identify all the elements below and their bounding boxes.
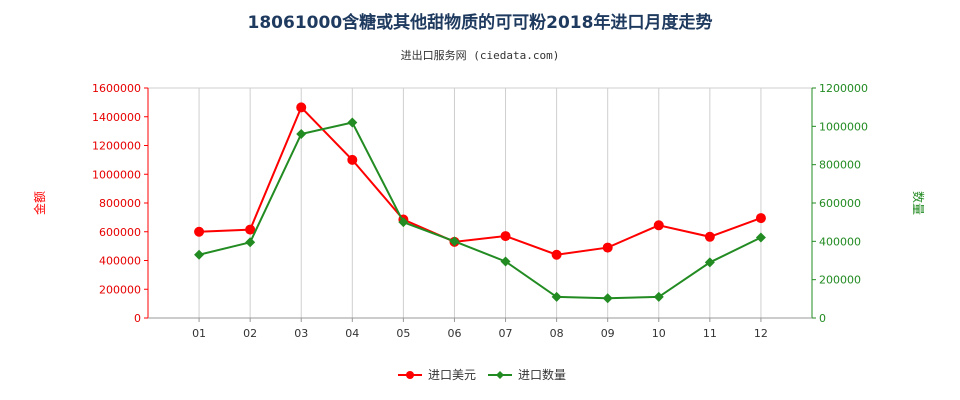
chart-subtitle: 进出口服务网 (ciedata.com) — [400, 49, 560, 62]
x-tick-label: 01 — [192, 327, 206, 340]
tick-labels: 0 200000 400000 600000 800000 1000000 1200000 1… — [92, 82, 868, 340]
x-tick-label: 06 — [447, 327, 461, 340]
data-point-qty — [449, 236, 460, 247]
y-tick-label-right: 400000 — [819, 235, 861, 248]
y-tick-label-right: 1000000 — [819, 120, 868, 133]
grid-lines — [147, 87, 813, 318]
y-tick-label-left: 1400000 — [92, 111, 141, 124]
y-tick-label-left: 1600000 — [92, 82, 141, 95]
data-point-usd — [347, 154, 358, 165]
legend-label: 进口美元 — [428, 368, 476, 382]
data-point-qty — [653, 291, 664, 302]
x-tick-label: 08 — [550, 327, 564, 340]
legend: 进口美元 进口数量 — [398, 367, 566, 382]
y-axis-label-left: 金额 — [32, 191, 47, 215]
x-tick-label: 03 — [294, 327, 308, 340]
data-point-usd — [653, 220, 664, 231]
data-point-usd — [755, 213, 766, 224]
data-point-qty — [347, 117, 358, 128]
x-tick-label: 11 — [703, 327, 717, 340]
data-point-usd — [194, 226, 205, 237]
y-tick-label-left: 0 — [134, 312, 141, 325]
data-point-qty — [296, 129, 307, 139]
y-tick-label-left: 1000000 — [92, 168, 141, 181]
data-point-usd — [602, 242, 613, 253]
y-tick-label-right: 1200000 — [819, 82, 868, 95]
y-tick-label-left: 800000 — [99, 197, 141, 210]
data-point-qty — [245, 237, 256, 248]
series-line-1 — [199, 105, 762, 256]
data-point-usd — [245, 224, 256, 235]
x-tick-label: 12 — [754, 327, 768, 340]
y-tick-label-left: 400000 — [99, 255, 141, 268]
y-tick-label-left: 600000 — [99, 226, 141, 239]
series-group — [194, 102, 766, 304]
y-tick-label-left: 200000 — [99, 283, 141, 296]
series-line-2 — [198, 121, 762, 300]
y-tick-label-right: 600000 — [819, 197, 861, 210]
data-point-qty — [500, 256, 511, 267]
data-point-qty — [704, 257, 715, 268]
legend-marker-usd — [406, 371, 414, 379]
x-tick-label: 04 — [345, 327, 359, 340]
data-point-qty — [602, 293, 613, 304]
x-tick-label: 07 — [499, 327, 513, 340]
data-point-qty — [755, 232, 766, 243]
data-point-usd — [500, 231, 511, 242]
data-point-qty — [398, 217, 409, 228]
data-point-usd — [296, 102, 307, 113]
x-tick-label: 10 — [652, 327, 666, 340]
y-axis-label-right: 数量 — [911, 191, 926, 215]
axes — [144, 87, 816, 322]
y-tick-label-left: 1200000 — [92, 140, 141, 153]
data-point-usd — [551, 249, 562, 260]
y-tick-label-right: 800000 — [819, 159, 861, 172]
x-tick-label: 02 — [243, 327, 257, 340]
legend-marker-qty — [496, 371, 504, 379]
data-point-qty — [551, 291, 562, 302]
data-point-usd — [704, 231, 715, 242]
y-tick-label-right: 0 — [819, 312, 826, 325]
x-tick-label: 05 — [396, 327, 410, 340]
y-tick-label-right: 200000 — [819, 274, 861, 287]
chart-title: 18061000含糖或其他甜物质的可可粉2018年进口月度走势 — [247, 13, 713, 33]
legend-label: 进口数量 — [518, 367, 566, 382]
data-point-qty — [194, 249, 205, 260]
x-tick-label: 09 — [601, 327, 615, 340]
